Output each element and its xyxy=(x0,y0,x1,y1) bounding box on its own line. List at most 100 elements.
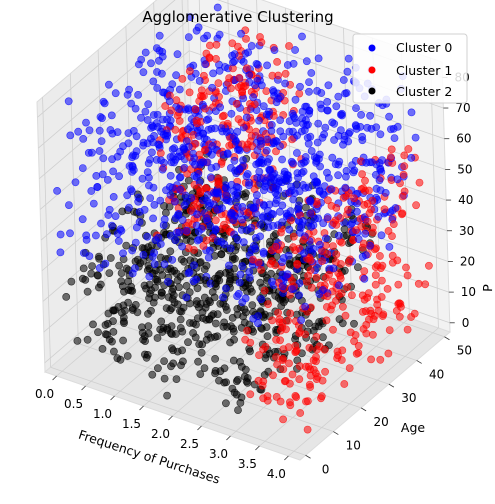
point-s0-1498 xyxy=(321,234,330,243)
point-s2-2086 xyxy=(233,310,242,319)
point-s0-794 xyxy=(147,59,155,68)
point-s1-1016 xyxy=(352,349,361,358)
point-s0-2008 xyxy=(164,277,172,286)
point-s1-993 xyxy=(359,325,368,333)
point-s2-2039 xyxy=(222,378,230,387)
point-s0-836 xyxy=(301,153,310,161)
point-s2-1649 xyxy=(246,347,254,356)
point-s0-258 xyxy=(352,207,361,216)
point-s1-1966 xyxy=(255,351,263,359)
point-s2-2131 xyxy=(226,338,234,347)
point-s0-2102 xyxy=(259,249,268,258)
point-s0-2129 xyxy=(56,230,65,239)
point-s0-1763 xyxy=(208,141,217,150)
point-s1-672 xyxy=(205,53,214,62)
point-s2-1645 xyxy=(176,315,185,324)
point-s0-1551 xyxy=(103,175,112,184)
point-s0-1936 xyxy=(300,249,308,258)
point-s0-453 xyxy=(331,160,340,169)
point-s0-1879 xyxy=(114,237,123,245)
point-s0-1918 xyxy=(87,187,96,195)
point-s2-2038 xyxy=(198,340,207,349)
point-s1-928 xyxy=(334,291,343,299)
point-s0-1606 xyxy=(171,236,180,245)
point-s0-1644 xyxy=(222,128,231,136)
point-s2-1387 xyxy=(124,298,133,307)
point-s0-2027 xyxy=(150,260,159,268)
point-s1-769 xyxy=(244,208,253,217)
point-s1-1277 xyxy=(200,146,209,154)
x-tick-mark-8 xyxy=(284,455,289,461)
point-s0-2082 xyxy=(82,231,91,240)
point-s0-2031 xyxy=(78,164,87,172)
point-s1-1343 xyxy=(156,149,165,158)
point-s0-1630 xyxy=(155,141,164,149)
point-s2-2162 xyxy=(62,292,71,301)
point-s2-2066 xyxy=(109,317,117,326)
point-s0-2096 xyxy=(283,270,292,279)
point-s1-1160 xyxy=(343,283,352,292)
point-s0-1659 xyxy=(295,291,303,300)
point-s0-2085 xyxy=(278,258,286,267)
point-s0-560 xyxy=(259,102,268,111)
point-s0-1619 xyxy=(123,191,132,200)
point-s2-728 xyxy=(335,315,344,324)
point-s2-1729 xyxy=(119,336,127,345)
point-s2-2058 xyxy=(116,355,125,364)
point-s0-1380 xyxy=(216,103,224,112)
point-s1-1092 xyxy=(232,99,241,108)
point-s1-2121 xyxy=(278,354,287,363)
point-s2-1136 xyxy=(217,250,226,258)
point-s2-2105 xyxy=(157,291,166,300)
point-s0-297 xyxy=(341,89,349,98)
point-s1-1424 xyxy=(322,316,331,325)
point-s0-2077 xyxy=(173,211,182,220)
point-s0-2169 xyxy=(74,127,83,136)
point-s0-2010 xyxy=(278,282,287,291)
point-s0-1697 xyxy=(98,114,106,123)
point-s1-1902 xyxy=(296,409,305,417)
point-s0-1891 xyxy=(89,199,98,208)
point-s0-504 xyxy=(332,102,341,111)
z-tick-label-4: 40 xyxy=(458,193,473,207)
point-s1-1501 xyxy=(323,292,332,301)
point-s1-17 xyxy=(404,145,413,153)
point-s0-1894 xyxy=(78,215,87,224)
point-s0-1674 xyxy=(131,238,140,247)
x-tick-label-4: 2.0 xyxy=(151,427,170,441)
point-s0-1301 xyxy=(263,173,272,182)
point-s0-1887 xyxy=(146,155,154,164)
point-s1-2022 xyxy=(291,348,300,357)
point-s0-1873 xyxy=(113,152,122,161)
point-s0-1296 xyxy=(257,155,266,164)
point-s1-482 xyxy=(205,41,214,50)
point-s0-2149 xyxy=(266,185,275,194)
point-s0-73 xyxy=(324,81,333,90)
point-s0-2091 xyxy=(160,158,168,167)
point-s0-936 xyxy=(276,92,285,101)
point-s0-1981 xyxy=(128,167,136,176)
point-s0-1915 xyxy=(97,137,106,145)
point-s2-2160 xyxy=(166,306,175,314)
point-s2-1040 xyxy=(304,319,313,328)
point-s1-120 xyxy=(402,263,410,272)
point-s0-2078 xyxy=(221,284,230,293)
point-s2-1484 xyxy=(122,241,131,250)
point-s2-2152 xyxy=(213,332,222,341)
point-s0-530 xyxy=(283,61,292,69)
point-s2-1801 xyxy=(199,314,207,322)
x-tick-label-6: 3.0 xyxy=(209,447,228,461)
point-s1-1823 xyxy=(273,360,281,369)
point-s0-1460 xyxy=(137,113,145,122)
point-s0-1992 xyxy=(190,154,199,162)
z-tick-label-6: 60 xyxy=(456,132,471,146)
point-s2-2052 xyxy=(219,322,228,331)
legend-entry-2: Cluster 2 xyxy=(368,84,452,99)
point-s1-1780 xyxy=(306,383,315,391)
point-s2-1516 xyxy=(247,287,256,296)
point-s0-163 xyxy=(334,171,342,180)
point-s1-387 xyxy=(389,220,398,228)
point-s1-1218 xyxy=(211,216,220,225)
point-s0-547 xyxy=(385,242,394,251)
point-s1-2116 xyxy=(284,316,292,325)
